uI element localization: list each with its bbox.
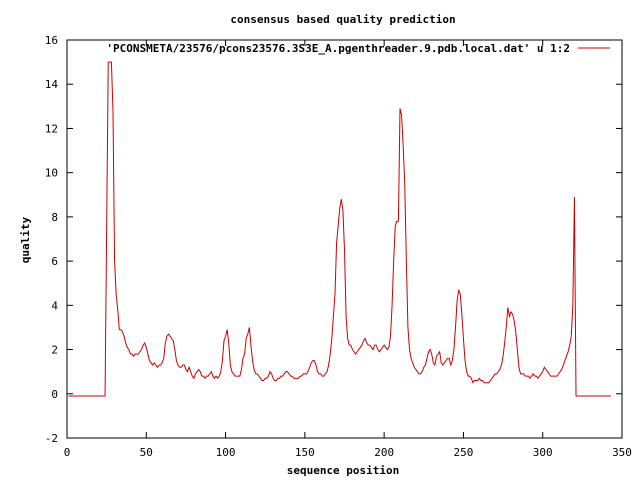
x-tick-label: 100 [216,446,236,459]
legend-label: 'PCONSMETA/23576/pcons23576.3S3E_A.pgent… [106,42,570,55]
y-tick-label: 16 [45,34,58,47]
series-layer [68,61,611,397]
y-tick-label: 4 [51,299,58,312]
y-tick-label: 10 [45,167,58,180]
x-tick-label: 300 [533,446,553,459]
y-tick-label: 14 [45,78,59,91]
y-tick-label: 6 [51,255,58,268]
x-tick-label: 250 [453,446,473,459]
legend: 'PCONSMETA/23576/pcons23576.3S3E_A.pgent… [106,42,610,55]
y-tick-label: 12 [45,122,58,135]
y-axis-label: quality [19,216,32,263]
y-tick-label: -2 [45,432,58,445]
y-tick-label: 2 [51,344,58,357]
x-tick-label: 150 [295,446,315,459]
plot-frame [66,39,623,439]
x-tick-label: 50 [140,446,153,459]
series-line [68,61,611,397]
x-tick-label: 0 [64,446,71,459]
y-tick-label: 0 [51,388,58,401]
y-tick-label: 8 [51,211,58,224]
x-axis-label: sequence position [287,464,400,477]
x-tick-label: 200 [374,446,394,459]
chart-title: consensus based quality prediction [230,13,455,26]
axis-ticks: 0 50 100 150 200 250 300 350 -2 0 2 4 6 8 10 12 14 16 [45,34,632,459]
x-tick-label: 350 [612,446,632,459]
